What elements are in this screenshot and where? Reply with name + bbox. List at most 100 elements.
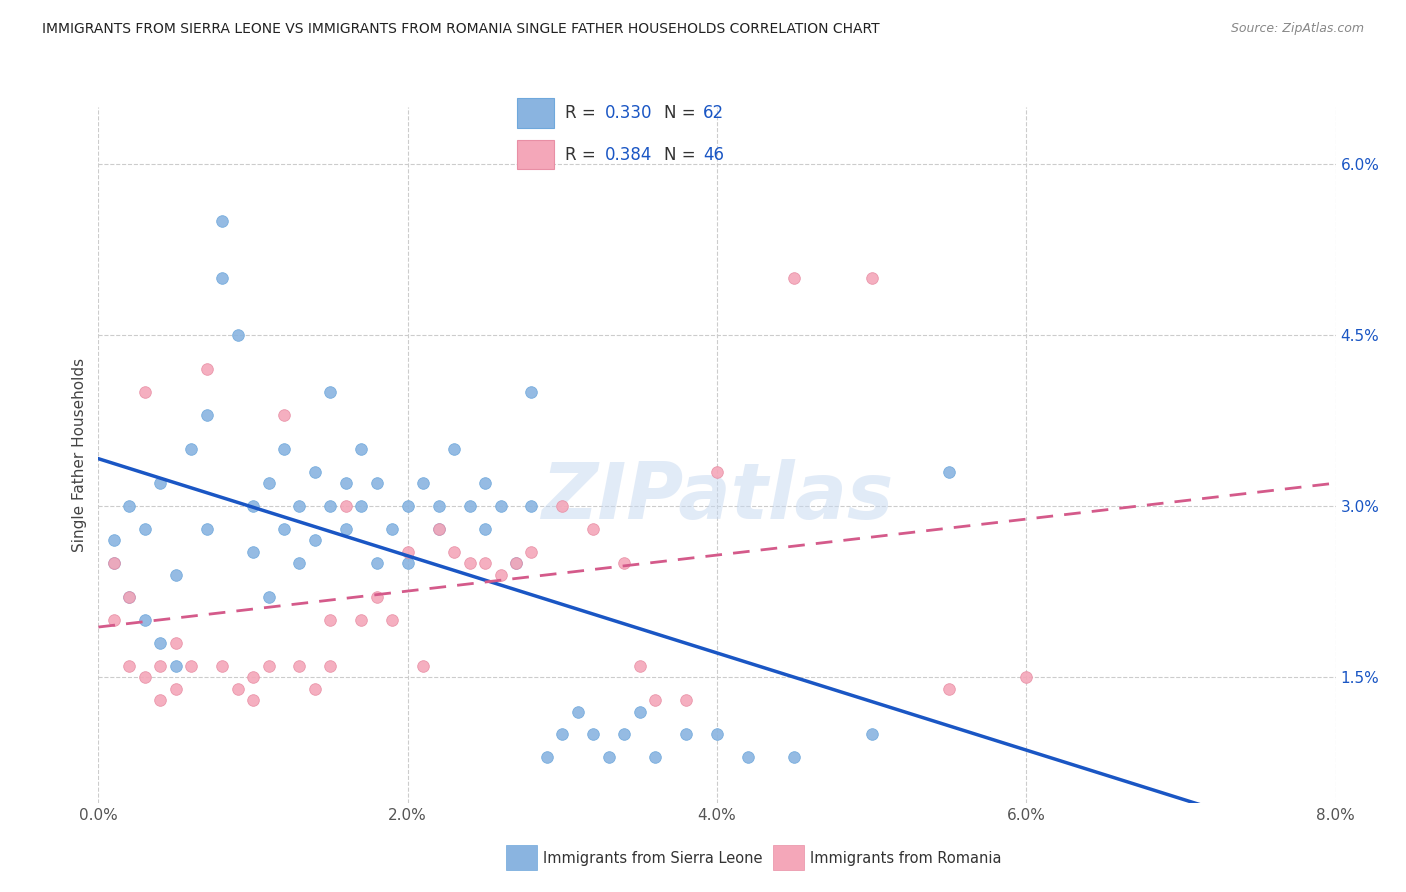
Point xyxy=(489,500,512,514)
Point xyxy=(938,681,960,696)
Point xyxy=(273,442,295,457)
Point xyxy=(103,613,125,627)
Point xyxy=(489,567,512,582)
Point xyxy=(396,500,419,514)
Point xyxy=(412,476,434,491)
Point xyxy=(319,500,342,514)
Text: N =: N = xyxy=(664,103,700,122)
Point xyxy=(474,476,496,491)
Y-axis label: Single Father Households: Single Father Households xyxy=(72,358,87,552)
Point xyxy=(613,727,636,741)
Point xyxy=(242,545,264,559)
Point xyxy=(350,500,373,514)
Point xyxy=(118,591,141,605)
Point xyxy=(242,693,264,707)
Point xyxy=(644,750,666,764)
Point xyxy=(366,591,388,605)
Point xyxy=(366,476,388,491)
Point xyxy=(582,522,605,536)
Text: N =: N = xyxy=(664,145,700,164)
Point xyxy=(149,636,172,650)
Text: R =: R = xyxy=(565,103,602,122)
Point xyxy=(180,442,202,457)
Point xyxy=(536,750,558,764)
Point xyxy=(118,591,141,605)
Point xyxy=(567,705,589,719)
Point xyxy=(613,556,636,570)
Point xyxy=(165,636,187,650)
Point xyxy=(211,659,233,673)
Text: 0.384: 0.384 xyxy=(605,145,652,164)
Point xyxy=(551,727,574,741)
Point xyxy=(288,659,311,673)
Point xyxy=(180,659,202,673)
Point xyxy=(628,659,651,673)
Point xyxy=(257,591,280,605)
Point xyxy=(304,465,326,479)
Point xyxy=(226,681,249,696)
Point xyxy=(412,659,434,673)
Point xyxy=(505,556,527,570)
Point xyxy=(195,362,218,376)
Point xyxy=(103,556,125,570)
Text: Source: ZipAtlas.com: Source: ZipAtlas.com xyxy=(1230,22,1364,36)
Point xyxy=(211,214,233,228)
Bar xyxy=(517,140,554,169)
Point xyxy=(304,681,326,696)
Point xyxy=(242,670,264,684)
Point xyxy=(134,613,156,627)
Point xyxy=(319,613,342,627)
Point xyxy=(350,442,373,457)
Text: 0.330: 0.330 xyxy=(605,103,652,122)
Point xyxy=(134,385,156,400)
Point xyxy=(783,750,806,764)
Point xyxy=(520,385,543,400)
Point xyxy=(706,727,728,741)
Point xyxy=(288,556,311,570)
Point xyxy=(396,556,419,570)
Point xyxy=(675,693,697,707)
Point xyxy=(319,385,342,400)
Point xyxy=(273,408,295,422)
Point xyxy=(226,328,249,343)
Point xyxy=(381,522,404,536)
Point xyxy=(242,500,264,514)
Point xyxy=(520,500,543,514)
Point xyxy=(335,522,357,536)
Point xyxy=(582,727,605,741)
Text: IMMIGRANTS FROM SIERRA LEONE VS IMMIGRANTS FROM ROMANIA SINGLE FATHER HOUSEHOLDS: IMMIGRANTS FROM SIERRA LEONE VS IMMIGRAN… xyxy=(42,22,880,37)
Point xyxy=(474,522,496,536)
Point xyxy=(427,522,450,536)
Point xyxy=(134,522,156,536)
Point xyxy=(149,659,172,673)
Point xyxy=(458,500,481,514)
Point xyxy=(118,659,141,673)
Point xyxy=(938,465,960,479)
Point xyxy=(257,476,280,491)
Point xyxy=(103,556,125,570)
Point xyxy=(706,465,728,479)
Point xyxy=(165,681,187,696)
Point xyxy=(644,693,666,707)
Point xyxy=(288,500,311,514)
Point xyxy=(860,727,883,741)
Text: Immigrants from Sierra Leone: Immigrants from Sierra Leone xyxy=(543,852,762,866)
Point xyxy=(366,556,388,570)
Point xyxy=(474,556,496,570)
Point xyxy=(396,545,419,559)
Point xyxy=(458,556,481,570)
Point xyxy=(304,533,326,548)
Point xyxy=(149,693,172,707)
Point xyxy=(443,545,465,559)
Bar xyxy=(517,98,554,128)
Point xyxy=(443,442,465,457)
Point xyxy=(335,500,357,514)
Point xyxy=(860,271,883,285)
Point xyxy=(783,271,806,285)
Point xyxy=(427,500,450,514)
Text: 46: 46 xyxy=(703,145,724,164)
Point xyxy=(381,613,404,627)
Text: R =: R = xyxy=(565,145,602,164)
Text: ZIPatlas: ZIPatlas xyxy=(541,458,893,534)
Point xyxy=(350,613,373,627)
